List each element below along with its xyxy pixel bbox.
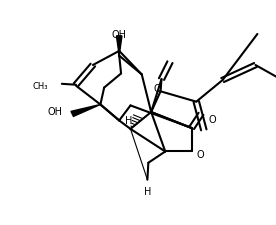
Text: H: H [144, 187, 151, 196]
Text: CH₃: CH₃ [32, 82, 48, 91]
Text: O: O [154, 84, 162, 94]
Polygon shape [71, 105, 100, 117]
Text: H: H [125, 116, 132, 126]
Text: OH: OH [112, 30, 127, 40]
Text: O: O [196, 150, 204, 160]
Text: OH: OH [48, 107, 63, 117]
Text: O: O [208, 114, 216, 124]
Polygon shape [116, 37, 122, 56]
